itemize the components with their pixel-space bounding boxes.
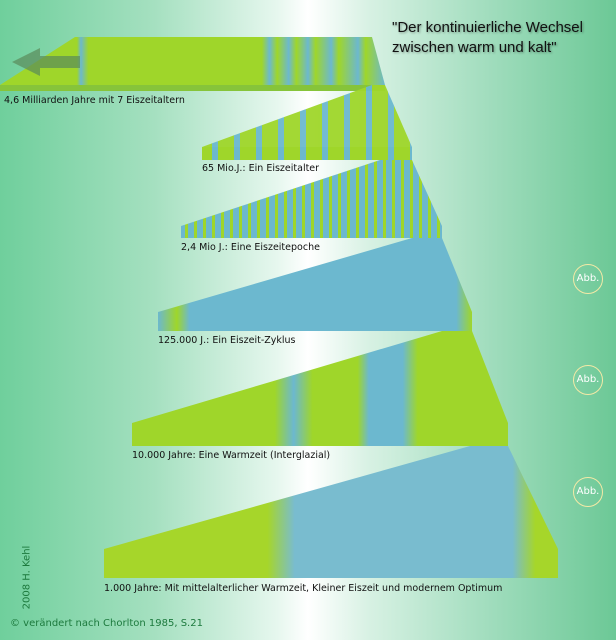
level-label-1: 4,6 Milliarden Jahre mit 7 Eiszeitaltern (4, 95, 185, 106)
slab-6-front (104, 549, 558, 578)
source-credit: © verändert nach Chorlton 1985, S.21 (10, 618, 203, 629)
slab-1-top (0, 37, 385, 85)
copyright: 2008 H. Kehl (21, 545, 33, 610)
abb-button-1[interactable]: Abb. (573, 264, 603, 294)
slab-3-front (181, 226, 442, 238)
slab-2-front (202, 147, 412, 160)
title-line-2: zwischen warm und kalt" (392, 39, 557, 56)
fan-2-3 (181, 160, 442, 226)
slab-5-front (132, 423, 508, 446)
fan-3-4 (158, 238, 472, 312)
fan-5-6 (104, 446, 558, 549)
abb-button-2[interactable]: Abb. (573, 365, 603, 395)
level-label-4: 125.000 J.: Ein Eiszeit-Zyklus (158, 335, 296, 346)
arrow-left-icon (12, 48, 80, 76)
level-label-2: 65 Mio.J.: Ein Eiszeitalter (202, 163, 320, 174)
fan-4-5 (132, 331, 508, 423)
level-label-3: 2,4 Mio J.: Eine Eiszeitepoche (181, 242, 320, 253)
level-label-5: 10.000 Jahre: Eine Warmzeit (Interglazia… (132, 450, 331, 461)
level-label-6: 1.000 Jahre: Mit mittelalterlicher Warmz… (104, 583, 503, 594)
abb-button-3[interactable]: Abb. (573, 477, 603, 507)
diagram-title: "Der kontinuierliche Wechsel zwischen wa… (392, 18, 583, 58)
fan-1-2 (202, 85, 412, 147)
slab-4-front (158, 312, 472, 331)
title-line-1: "Der kontinuierliche Wechsel (392, 19, 583, 36)
slab-1-front (0, 85, 385, 91)
